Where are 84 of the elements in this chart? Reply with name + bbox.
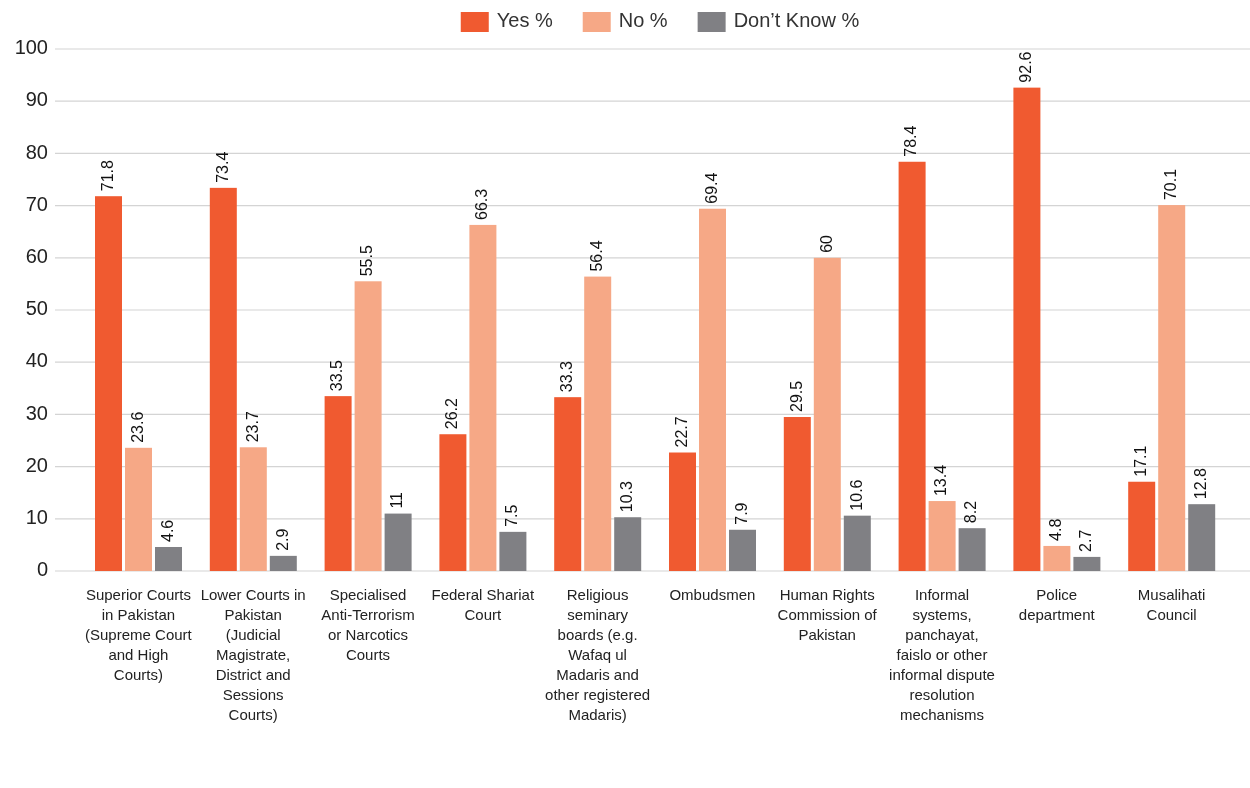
bar xyxy=(813,257,841,571)
bar xyxy=(1073,556,1101,571)
bar xyxy=(324,396,352,571)
y-tick-label: 60 xyxy=(25,245,48,268)
y-tick-label: 20 xyxy=(25,453,48,476)
bar xyxy=(584,276,612,571)
data-label: 7.5 xyxy=(503,504,521,527)
data-label: 92.6 xyxy=(1017,51,1035,83)
x-tick-label: Federal Shariat Court xyxy=(431,586,535,623)
data-label: 4.6 xyxy=(158,519,176,542)
bar xyxy=(439,434,467,571)
bar xyxy=(384,513,412,571)
y-tick-label: 70 xyxy=(25,192,48,215)
data-label: 17.1 xyxy=(1131,445,1149,477)
bar xyxy=(928,501,956,571)
x-tick-label: Human Rights Commission of Pakistan xyxy=(777,586,878,643)
x-tick-label: Specialised Anti-Terrorism or Narcotics Courts xyxy=(321,586,415,663)
data-label: 70.1 xyxy=(1161,168,1179,201)
bar xyxy=(554,397,582,571)
data-label: 4.8 xyxy=(1047,518,1065,541)
data-label: 12.8 xyxy=(1191,467,1209,500)
bar xyxy=(155,546,182,571)
data-label: 11 xyxy=(388,491,406,509)
x-tick-label: Police department xyxy=(1018,586,1096,623)
x-tick-label: Lower Courts in Pakistan (Judicial Magistrate, District and Sessions Courts) xyxy=(200,586,306,723)
data-label: 29.5 xyxy=(787,380,805,413)
bar xyxy=(95,196,122,571)
bar xyxy=(1158,205,1186,571)
data-label: 10.3 xyxy=(617,480,635,513)
bar xyxy=(699,208,726,571)
bar xyxy=(729,529,756,571)
x-tick-label: Informal systems, panchayat, faislo or other informal dispute resolution mechanisms xyxy=(889,586,995,723)
x-tick-label: Religious seminary boards (e.g. Wafaq ul Madaris and other registered Madaris) xyxy=(545,586,651,723)
bar xyxy=(898,161,926,571)
y-tick-label: 30 xyxy=(25,401,48,424)
x-tick-label: Superior Courts in Pakistan (Supreme Court and High Courts) xyxy=(85,586,193,683)
bar xyxy=(239,447,267,571)
bar xyxy=(1128,481,1156,571)
data-label: 2.7 xyxy=(1077,529,1095,552)
y-tick-label: 100 xyxy=(14,36,48,59)
bar xyxy=(469,224,497,571)
y-tick-label: 40 xyxy=(25,349,48,372)
bar xyxy=(783,417,811,571)
data-label: 55.5 xyxy=(358,245,376,277)
data-label: 22.7 xyxy=(672,416,690,448)
data-label: 23.7 xyxy=(243,411,261,443)
legend-label: No % xyxy=(618,9,668,32)
data-label: 71.8 xyxy=(98,159,116,192)
data-label: 60 xyxy=(817,234,835,253)
legend-label: Yes % xyxy=(496,9,553,32)
bar xyxy=(1188,504,1216,571)
y-tick-label: 0 xyxy=(36,558,48,581)
legend-label: Don’t Know % xyxy=(733,9,860,32)
data-label: 7.9 xyxy=(732,502,750,525)
data-label: 78.4 xyxy=(902,125,920,157)
bar xyxy=(614,517,642,571)
x-tick-label: Ombudsmen xyxy=(669,586,756,603)
bar xyxy=(354,281,382,571)
x-tick-label: Musalihati Council xyxy=(1137,586,1206,623)
data-label: 23.6 xyxy=(128,411,146,443)
data-label: 66.3 xyxy=(473,188,491,220)
bar xyxy=(1043,545,1071,571)
data-label: 8.2 xyxy=(962,500,980,524)
bar xyxy=(209,187,237,571)
data-label: 26.2 xyxy=(443,397,461,430)
bar xyxy=(669,452,696,571)
bar xyxy=(125,447,152,571)
bar xyxy=(958,528,986,571)
bar xyxy=(269,555,297,571)
data-label: 73.4 xyxy=(213,151,231,183)
bar xyxy=(499,531,527,571)
data-label: 56.4 xyxy=(587,240,605,272)
data-label: 13.4 xyxy=(932,464,950,497)
data-label: 10.6 xyxy=(847,479,865,511)
data-label: 69.4 xyxy=(702,172,720,204)
bar xyxy=(1013,87,1041,571)
data-label: 33.3 xyxy=(557,360,575,393)
data-label: 33.5 xyxy=(328,359,346,392)
y-tick-label: 90 xyxy=(25,88,48,111)
data-label: 2.9 xyxy=(273,528,291,551)
y-tick-label: 50 xyxy=(25,297,48,320)
y-tick-label: 80 xyxy=(25,140,48,163)
bar xyxy=(843,515,871,571)
y-tick-label: 10 xyxy=(25,506,48,529)
